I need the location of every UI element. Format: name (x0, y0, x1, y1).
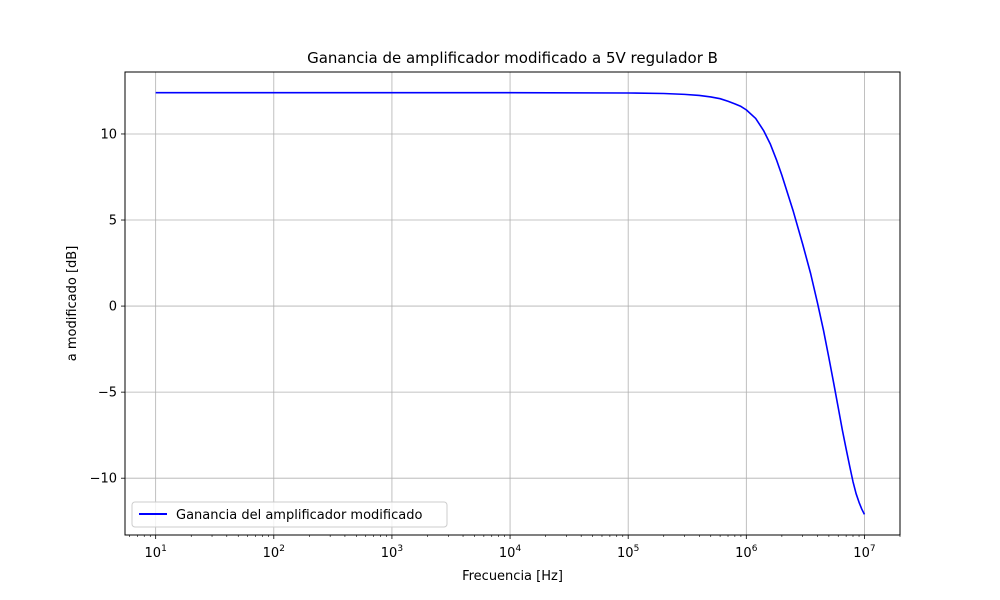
x-tick-label: 105 (617, 544, 639, 561)
x-tick-label: 104 (499, 544, 522, 561)
y-tick-label: 10 (100, 127, 117, 142)
x-tick-exponent: 5 (634, 544, 640, 554)
y-axis-label: a modificado [dB] (65, 246, 80, 362)
x-tick-exponent: 7 (870, 544, 876, 554)
x-tick-exponent: 6 (752, 544, 758, 554)
x-tick-label: 102 (263, 544, 285, 561)
plot-frame (124, 71, 901, 536)
legend: Ganancia del amplificador modificado (131, 501, 448, 528)
x-tick-base: 10 (499, 546, 516, 561)
y-tick-label: 0 (109, 300, 117, 315)
x-tick-label: 107 (853, 544, 875, 561)
x-tick-base: 10 (145, 546, 162, 561)
y-tick-label: −5 (98, 386, 117, 401)
x-tick-base: 10 (853, 546, 870, 561)
legend-label: Ganancia del amplificador modificado (176, 508, 422, 523)
x-tick-base: 10 (617, 546, 634, 561)
legend-box (131, 501, 448, 528)
x-tick-label: 106 (735, 544, 758, 561)
x-tick-base: 10 (381, 546, 398, 561)
x-tick-exponent: 2 (279, 544, 285, 554)
series-line (155, 91, 866, 515)
x-axis-label: Frecuencia [Hz] (462, 569, 563, 584)
x-tick-exponent: 1 (161, 544, 167, 554)
series-layer (155, 91, 866, 515)
chart-title: Ganancia de amplificador modificado a 5V… (307, 49, 718, 67)
x-tick-exponent: 3 (397, 544, 403, 554)
x-tick-label: 101 (145, 544, 167, 561)
x-tick-exponent: 4 (515, 544, 521, 554)
y-tick-label: 5 (109, 214, 117, 229)
x-tick-label: 103 (381, 544, 403, 561)
grid (125, 72, 900, 535)
y-tick-label: −10 (90, 472, 117, 487)
x-tick-base: 10 (263, 546, 280, 561)
x-tick-base: 10 (735, 546, 752, 561)
